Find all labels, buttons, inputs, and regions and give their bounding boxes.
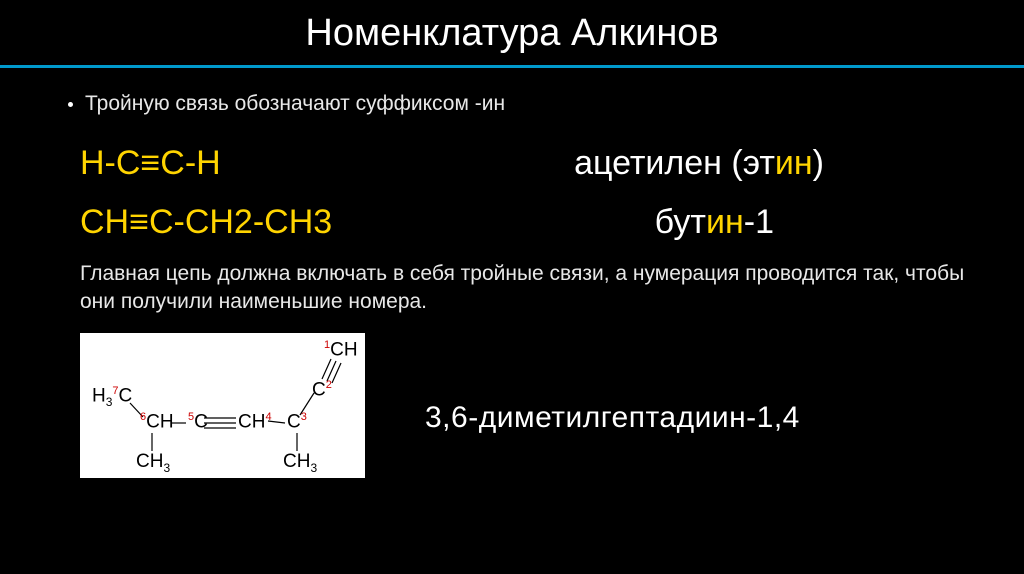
bottom-row: 1CH C2 C3 CH4 5C 6CH H37C CH3 CH3 3,6-ди…	[50, 333, 974, 478]
atom-1: 1CH	[324, 339, 358, 361]
name-2: бутин-1	[655, 203, 964, 242]
name-1: ацетилен (этин)	[574, 144, 964, 183]
slide: Номенклатура Алкинов Тройную связь обозн…	[0, 0, 1024, 574]
name-1-suffix: )	[813, 144, 824, 182]
compound-name: 3,6-диметилгептадиин-1,4	[425, 401, 800, 435]
atom-8: CH3	[136, 451, 170, 475]
bullet-text: Тройную связь обозначают суффиксом -ин	[85, 92, 505, 116]
rule-text: Главная цепь должна включать в себя трой…	[80, 260, 974, 317]
content-area: Тройную связь обозначают суффиксом -ин H…	[0, 68, 1024, 478]
atom-4: CH4	[238, 411, 272, 433]
bullet-icon	[68, 102, 73, 107]
formula-1: H-C≡C-H	[80, 144, 221, 183]
name-1-prefix: ацетилен (эт	[574, 144, 775, 182]
atom-5: 5C	[188, 411, 208, 433]
atom-7: H37C	[92, 385, 132, 409]
name-2-prefix: бут	[655, 203, 706, 241]
name-2-suffix: -1	[744, 203, 774, 241]
atom-3: C3	[287, 411, 307, 433]
formula-2: CH≡C-CH2-CH3	[80, 203, 332, 242]
name-1-highlight: ин	[775, 144, 813, 182]
example-2-row: CH≡C-CH2-CH3 бутин-1	[50, 193, 974, 242]
atom-9: CH3	[283, 451, 317, 475]
structure-diagram: 1CH C2 C3 CH4 5C 6CH H37C CH3 CH3	[80, 333, 365, 478]
slide-title: Номенклатура Алкинов	[0, 0, 1024, 65]
name-2-highlight: ин	[706, 203, 744, 241]
atom-2: C2	[312, 379, 332, 401]
example-1-row: H-C≡C-H ацетилен (этин)	[50, 144, 974, 183]
atom-6: 6CH	[140, 411, 174, 433]
bullet-row: Тройную связь обозначают суффиксом -ин	[50, 92, 974, 116]
